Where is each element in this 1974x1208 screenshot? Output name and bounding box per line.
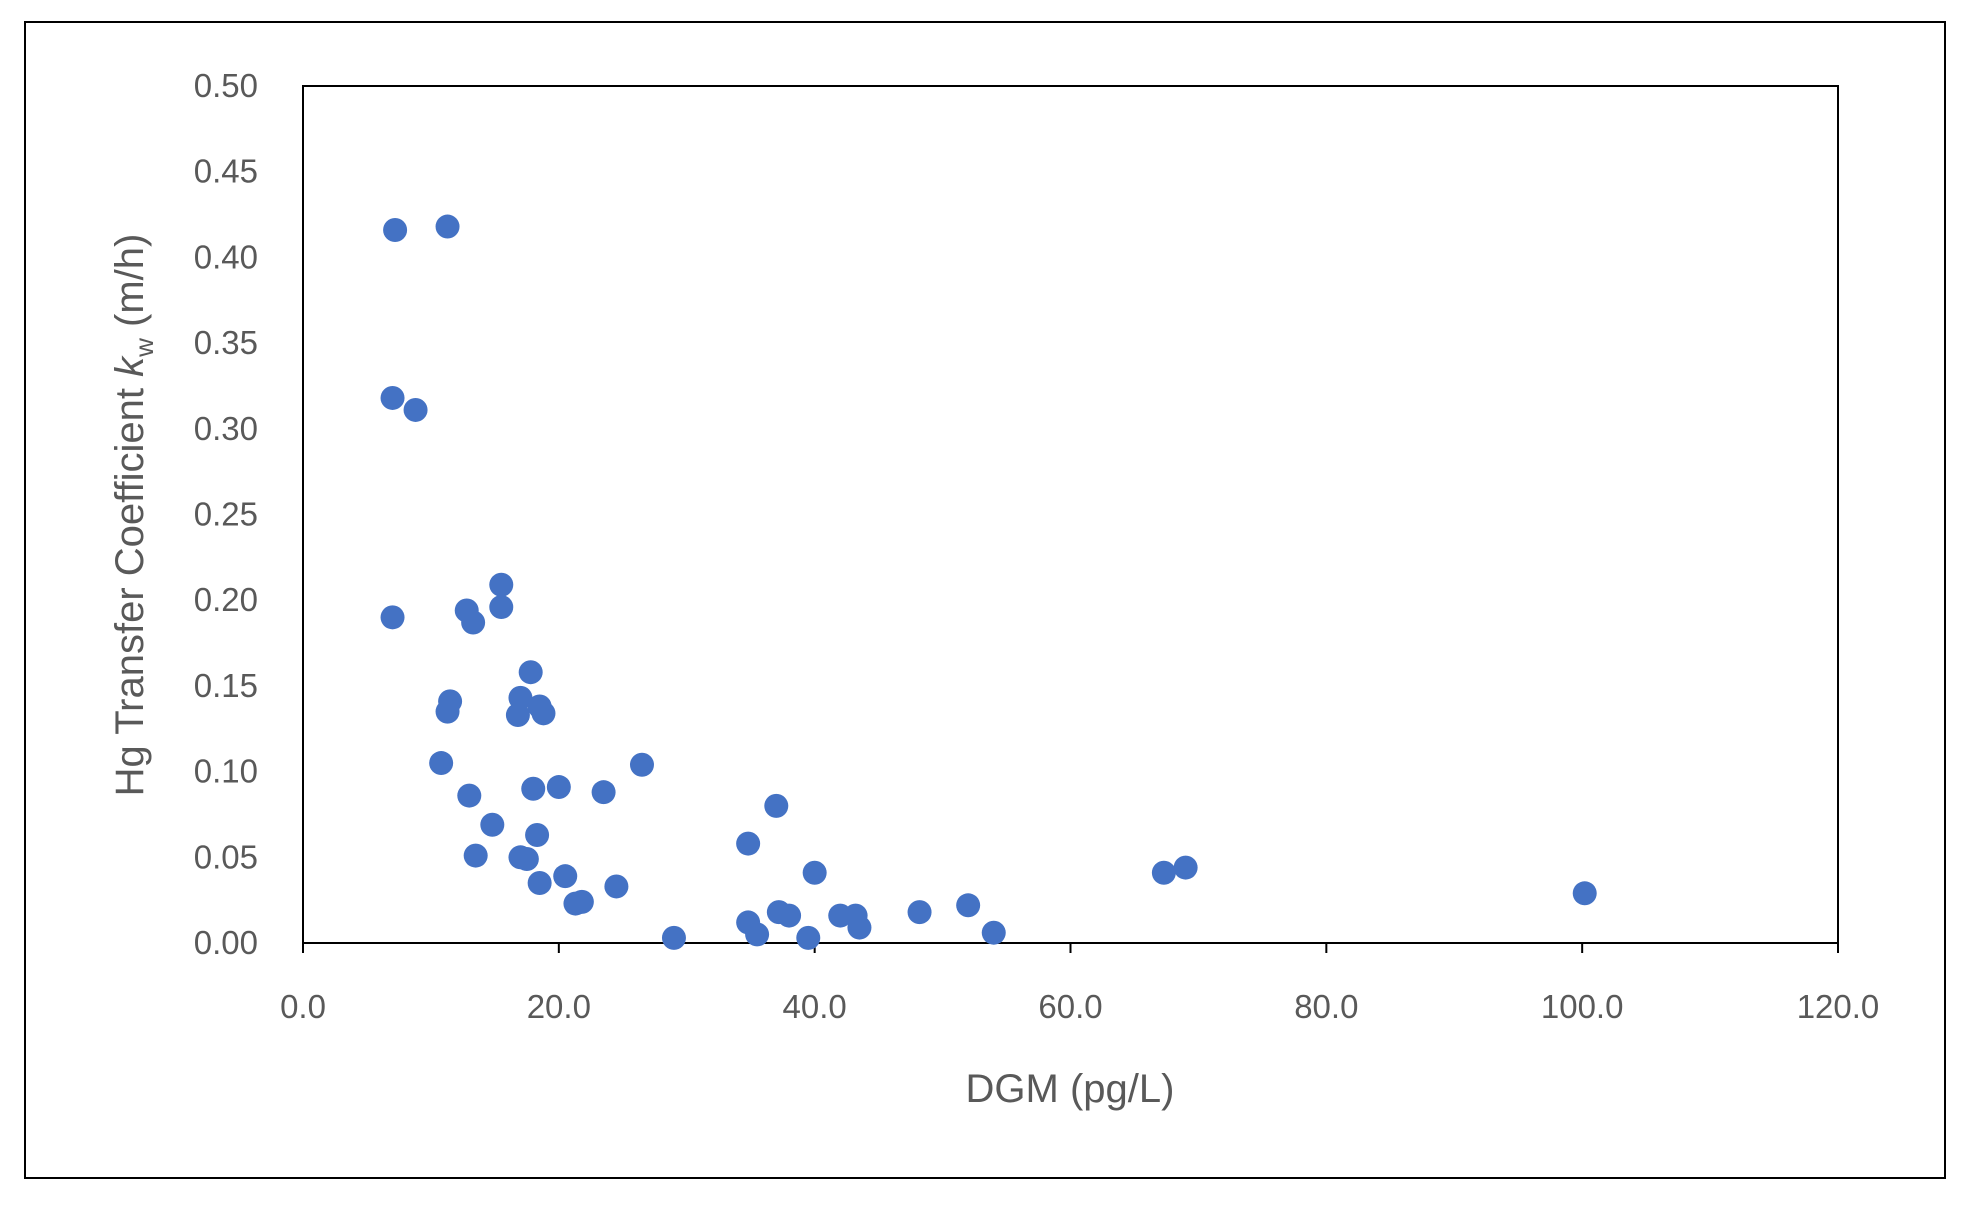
data-point <box>514 847 539 872</box>
x-tick-label: 120.0 <box>1797 988 1880 1025</box>
data-point <box>1173 855 1198 880</box>
data-point <box>380 385 405 410</box>
data-point <box>907 900 932 925</box>
data-point <box>981 920 1006 945</box>
x-tick-label: 20.0 <box>527 988 591 1025</box>
axis-ticks: 0.00 0.05 0.10 0.15 0.20 0.25 0.30 0.35 0.40 0.45… <box>194 67 1880 1025</box>
data-point <box>461 610 486 635</box>
data-point <box>489 572 514 597</box>
data-point <box>796 925 821 950</box>
data-point <box>764 793 789 818</box>
data-point <box>505 703 530 728</box>
data-point <box>383 217 408 242</box>
data-point <box>429 751 454 776</box>
data-point <box>736 831 761 856</box>
data-point <box>525 823 550 848</box>
x-tick-label: 40.0 <box>783 988 847 1025</box>
data-point <box>435 699 460 724</box>
data-point <box>1572 881 1597 906</box>
data-point <box>380 605 405 630</box>
y-tick-label: 0.50 <box>194 67 258 104</box>
data-point <box>403 397 428 422</box>
data-point <box>777 903 802 928</box>
data-point <box>847 915 872 940</box>
y-tick-label: 0.45 <box>194 153 258 190</box>
y-tick-label: 0.05 <box>194 838 258 875</box>
x-tick-label: 80.0 <box>1294 988 1358 1025</box>
y-axis-title: Hg Transfer Coefficient kw (m/h) <box>108 234 159 797</box>
data-point <box>527 871 552 896</box>
data-point <box>604 874 629 899</box>
data-point <box>531 701 556 726</box>
y-tick-label: 0.20 <box>194 581 258 618</box>
figure-frame <box>24 21 1946 1179</box>
x-tick-label: 100.0 <box>1541 988 1624 1025</box>
data-point <box>569 889 594 914</box>
data-point <box>546 775 571 800</box>
data-points <box>380 214 1597 950</box>
y-tick-label: 0.10 <box>194 753 258 790</box>
data-point <box>802 860 827 885</box>
y-tick-label: 0.25 <box>194 496 258 533</box>
data-point <box>745 922 770 947</box>
x-tick-label: 0.0 <box>280 988 326 1025</box>
data-point <box>480 812 505 837</box>
data-point <box>457 783 482 808</box>
data-point <box>435 214 460 239</box>
data-point <box>661 925 686 950</box>
data-point <box>518 660 543 685</box>
y-tick-label: 0.40 <box>194 238 258 275</box>
x-axis-title: DGM (pg/L) <box>966 1067 1175 1111</box>
y-tick-label: 0.15 <box>194 667 258 704</box>
data-point <box>521 776 546 801</box>
data-point <box>629 752 654 777</box>
data-point <box>591 780 616 805</box>
y-tick-label: 0.35 <box>194 324 258 361</box>
data-point <box>956 893 981 918</box>
data-point <box>463 843 488 868</box>
y-tick-label: 0.00 <box>194 924 258 961</box>
data-point <box>1151 860 1176 885</box>
plot-area-border <box>302 85 1839 944</box>
data-point <box>489 595 514 620</box>
y-tick-label: 0.30 <box>194 410 258 447</box>
data-point <box>553 864 578 889</box>
x-tick-label: 60.0 <box>1038 988 1102 1025</box>
